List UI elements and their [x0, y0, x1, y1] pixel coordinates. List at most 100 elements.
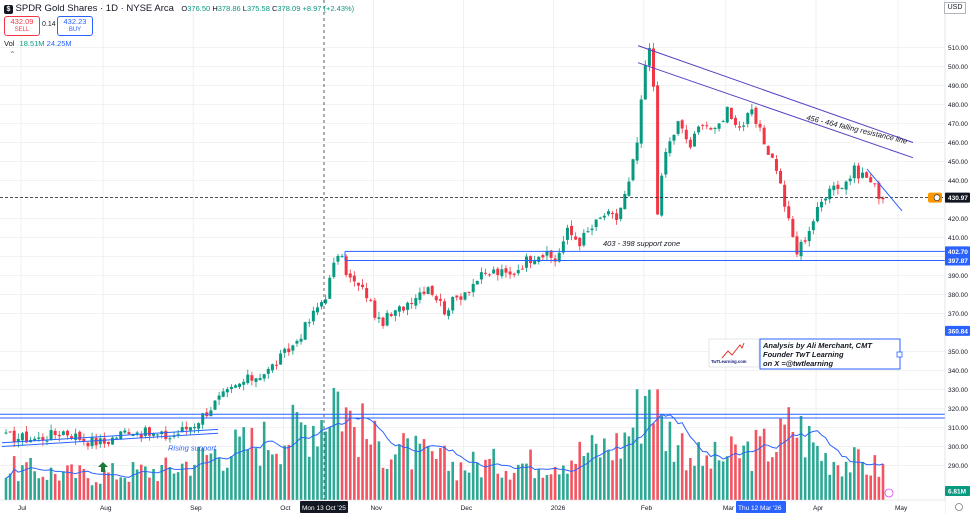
candle-body	[152, 433, 156, 436]
candle-body	[213, 400, 217, 410]
candle-body	[270, 364, 274, 371]
price-label-tag	[945, 192, 970, 203]
volume-bar	[488, 458, 491, 500]
volume-bar	[459, 462, 463, 500]
candle-body	[578, 237, 582, 247]
volume-bar	[742, 445, 745, 500]
price-label-text: 397.87	[948, 258, 968, 265]
volume-bar	[418, 443, 422, 500]
candle-body	[377, 317, 381, 319]
volume-bar	[627, 436, 631, 500]
candle-body	[820, 201, 824, 208]
candle-body	[684, 129, 688, 140]
volume-bar	[570, 460, 573, 500]
candle-body	[193, 426, 197, 429]
up-arrow-icon	[98, 462, 108, 472]
candle-body	[750, 109, 754, 115]
candle-body	[291, 345, 295, 351]
candle-body	[529, 256, 533, 264]
crosshair-time-text: Mon 13 Oct '25	[302, 505, 346, 512]
volume-bar	[467, 472, 471, 500]
volume-bar	[324, 431, 327, 500]
candle-body	[688, 139, 692, 148]
time-tick-label: May	[895, 505, 908, 512]
volume-bar	[410, 469, 414, 500]
volume-bar	[299, 422, 303, 500]
candle-body	[865, 172, 869, 178]
time-tick-label: Sep	[190, 505, 202, 512]
volume-bar	[644, 395, 647, 500]
candle-body	[508, 271, 512, 275]
candle-body	[877, 182, 881, 199]
volume-bar	[139, 464, 143, 500]
candle-body	[4, 432, 8, 434]
candle-body	[184, 426, 188, 430]
volume-bar	[332, 387, 336, 500]
candle-body	[65, 430, 69, 436]
volume-bar	[762, 428, 766, 500]
volume-bar	[623, 432, 627, 500]
volume-bar	[873, 455, 877, 500]
price-tick-label: 460.00	[948, 140, 968, 147]
volume-bar	[795, 437, 799, 500]
candle-body	[352, 275, 356, 282]
volume-bar	[746, 441, 750, 500]
candle-body	[815, 206, 819, 222]
collapse-chevron-icon[interactable]: ⌃	[9, 50, 16, 59]
cursor-time-tag	[736, 501, 786, 513]
candle-body	[414, 298, 418, 306]
volume-bar	[553, 466, 557, 500]
candle-body	[229, 386, 233, 389]
low-label: L	[242, 4, 247, 13]
buy-button[interactable]: 432.23 BUY	[57, 16, 93, 36]
volume-bar	[225, 467, 229, 500]
candle-body	[393, 310, 397, 316]
volume-bar	[344, 407, 348, 500]
candle-body	[709, 128, 713, 130]
candle-body	[836, 184, 840, 189]
price-label-tag	[945, 246, 970, 257]
candle-body	[82, 438, 86, 442]
volume-bar	[25, 462, 28, 500]
currency-selector[interactable]: USD	[944, 2, 966, 14]
candle-body	[147, 427, 151, 436]
volume-bar	[701, 465, 704, 500]
price-tick-label: 510.00	[948, 45, 968, 52]
candle-body	[57, 434, 61, 437]
candle-body	[438, 298, 442, 301]
volume-bar	[131, 462, 135, 500]
candle-body	[565, 227, 569, 240]
candle-body	[660, 175, 664, 216]
volume-bar	[406, 438, 409, 500]
candle-body	[811, 221, 815, 231]
volume-bar	[709, 468, 713, 500]
volume-bar	[496, 473, 500, 500]
volume-bar	[463, 470, 467, 500]
volume-bar	[185, 461, 188, 500]
volume-bar	[82, 468, 86, 500]
candle-body	[807, 230, 811, 242]
volume-bar	[545, 475, 549, 500]
candle-body	[336, 255, 340, 262]
time-tick-label: Dec	[461, 505, 473, 512]
symbol-title[interactable]: SPDR Gold Shares · 1D · NYSE Arca	[15, 3, 174, 14]
candle-body	[475, 280, 479, 285]
settings-gear-icon	[955, 503, 963, 511]
sell-button[interactable]: 432.09 SELL	[4, 16, 40, 36]
candle-body	[348, 273, 352, 278]
volume-bar	[504, 470, 508, 500]
candle-body	[639, 99, 643, 144]
candle-body	[41, 436, 45, 441]
volume-bar	[8, 473, 12, 500]
volume-bar	[164, 457, 168, 500]
volume-bar	[758, 436, 762, 500]
candle-body	[274, 364, 278, 366]
candle-body	[795, 236, 799, 255]
volume-bar	[549, 474, 553, 500]
analysis-box-handle	[896, 351, 903, 358]
volume-bar	[307, 456, 311, 500]
volume-bar	[37, 478, 41, 500]
volume-bar	[447, 470, 450, 500]
candle-body	[397, 306, 401, 312]
